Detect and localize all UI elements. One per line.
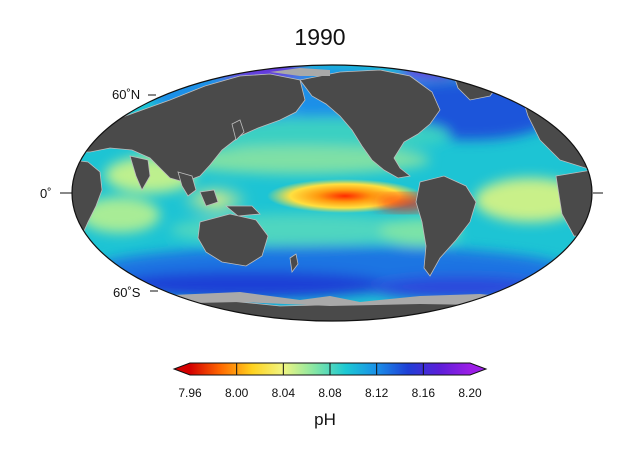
colorbar-tick-label: 8.20 xyxy=(458,386,482,400)
landmass-new-guinea xyxy=(224,205,261,217)
landmass-asia xyxy=(72,73,306,183)
landmass-north-america xyxy=(299,69,441,179)
sea-ice xyxy=(150,68,540,306)
landmass-borneo xyxy=(199,189,219,207)
colorbar-tick-label: 8.08 xyxy=(318,386,342,400)
colorbar-tick-label: 8.00 xyxy=(224,386,249,400)
colorbar-ticks xyxy=(236,363,424,375)
globe xyxy=(72,65,592,321)
landmass-india xyxy=(129,155,151,191)
colorbar-tick-label: 8.16 xyxy=(411,386,435,400)
land xyxy=(72,65,592,321)
latitude-label-60s: 60˚S xyxy=(113,285,141,300)
colorbar-tick-label: 7.96 xyxy=(178,386,202,400)
sea-ice-antarctic xyxy=(150,292,540,306)
landmass-australia xyxy=(197,213,269,267)
colorbar-min-arrow xyxy=(174,363,190,375)
colorbar-tick-label: 8.12 xyxy=(364,386,389,400)
colorbar-tick-label: 8.04 xyxy=(271,386,295,400)
colorbar-outline xyxy=(172,362,488,376)
colorbar xyxy=(172,362,488,376)
sea-ice-arctic xyxy=(270,68,330,76)
landmass-new-zealand xyxy=(289,253,299,274)
map-title: 1990 xyxy=(294,24,346,50)
globe-outline xyxy=(71,64,593,322)
landmass-south-america xyxy=(415,175,477,277)
landmass-japan xyxy=(231,119,245,141)
colorbar-max-arrow xyxy=(470,363,486,375)
latitude-label-equator: 0˚ xyxy=(40,186,52,201)
landmass-indochina xyxy=(177,171,197,197)
latitude-label-60n: 60˚N xyxy=(112,87,141,102)
latitude-ticks xyxy=(60,94,603,292)
colorbar-label: pH xyxy=(314,410,336,429)
